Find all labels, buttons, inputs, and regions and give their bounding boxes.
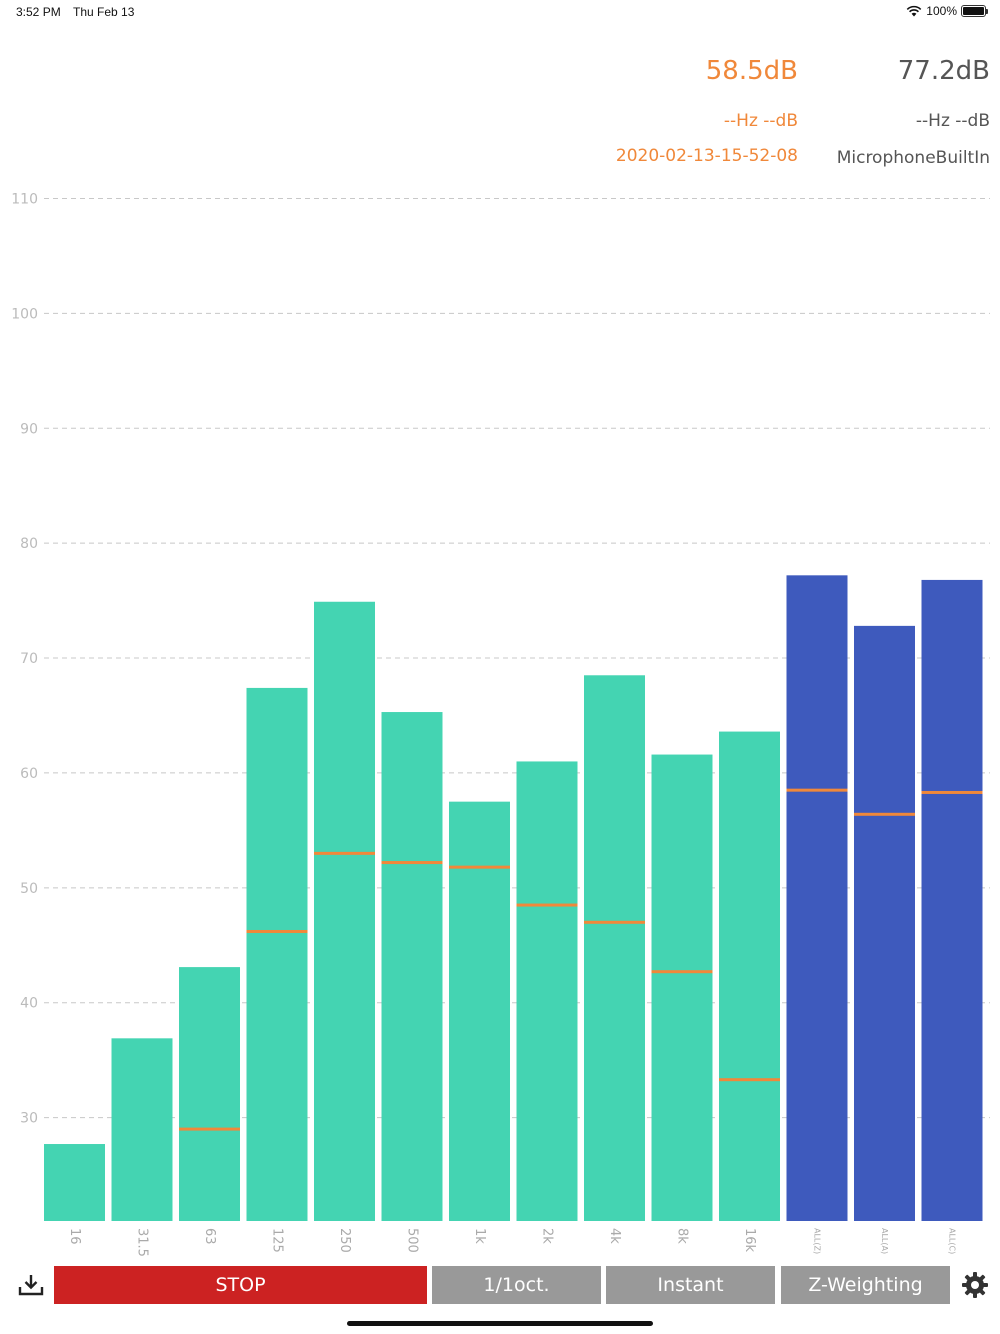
max-level-readout: 77.2dB (897, 56, 990, 86)
x-tick-label: 31.5 (135, 1228, 150, 1257)
status-time: 3:52 PM (16, 5, 61, 19)
level-marker (179, 1127, 240, 1131)
x-tick-label: 2k (540, 1228, 555, 1244)
level-marker (381, 861, 443, 865)
x-tick-label: 250 (337, 1228, 352, 1253)
current-peak-readout: --Hz --dB (723, 111, 798, 131)
x-tick-label: 16 (67, 1228, 82, 1245)
level-marker (719, 1078, 780, 1082)
y-tick-label: 50 (20, 881, 38, 897)
device-readout: MicrophoneBuiltIn (836, 148, 990, 168)
current-level-readout: 58.5dB (705, 56, 798, 86)
y-tick-label: 40 (20, 996, 38, 1012)
response-mode-button[interactable]: Instant (606, 1266, 775, 1304)
home-indicator (347, 1321, 653, 1326)
level-bar (314, 601, 375, 1221)
band-resolution-button[interactable]: 1/1oct. (432, 1266, 601, 1304)
level-bar (516, 761, 578, 1221)
level-marker (449, 865, 510, 869)
level-bar (854, 625, 915, 1221)
level-bar (449, 801, 510, 1221)
settings-button[interactable] (960, 1270, 990, 1300)
level-marker (921, 790, 983, 794)
x-tick-label: 8k (675, 1228, 690, 1244)
wifi-icon (907, 5, 922, 17)
level-bar (246, 687, 308, 1221)
battery-icon (961, 5, 988, 17)
level-bar (44, 1144, 105, 1221)
x-tick-label: 16k (742, 1228, 757, 1253)
level-bar (381, 712, 443, 1221)
y-tick-label: 90 (20, 421, 38, 437)
weighting-button[interactable]: Z-Weighting (781, 1266, 950, 1304)
y-tick-label: 80 (20, 536, 38, 552)
x-tick-label: 125 (270, 1228, 285, 1253)
y-tick-label: 30 (20, 1111, 38, 1127)
download-icon (18, 1275, 44, 1296)
y-tick-label: 100 (11, 306, 38, 322)
status-indicators: 100% (906, 4, 988, 18)
status-date: Thu Feb 13 (73, 5, 135, 19)
level-bar (584, 675, 645, 1221)
y-tick-label: 110 (11, 191, 38, 207)
level-marker (854, 812, 915, 816)
y-tick-label: 60 (20, 766, 38, 782)
level-bar (179, 967, 240, 1221)
level-marker (516, 903, 578, 907)
battery-percent: 100% (926, 4, 957, 18)
y-tick-label: 70 (20, 651, 38, 667)
level-bar (111, 1038, 173, 1221)
max-peak-readout: --Hz --dB (915, 111, 990, 131)
x-tick-label: 500 (405, 1228, 420, 1253)
x-tick-label: ALL(A) (880, 1228, 889, 1254)
export-button[interactable] (16, 1270, 46, 1300)
level-bar (921, 579, 983, 1221)
level-bar (786, 575, 848, 1221)
x-tick-label: ALL(C) (948, 1228, 957, 1254)
timestamp-readout: 2020-02-13-15-52-08 (615, 146, 798, 166)
level-marker (584, 920, 645, 924)
x-tick-label: 1k (472, 1228, 487, 1244)
level-marker (314, 851, 375, 855)
x-tick-label: 63 (202, 1228, 217, 1245)
level-marker (651, 970, 713, 974)
level-bar (719, 731, 780, 1221)
level-bar (651, 754, 713, 1221)
x-tick-label: ALL(Z) (813, 1228, 822, 1254)
status-bar: 3:52 PM Thu Feb 13 100% (0, 0, 1000, 24)
octave-band-chart: 30 40 50 60 70 80 90 100 110 16 31.5 63 125 250 500 1k 2… (11, 191, 990, 1257)
x-tick-label: 4k (607, 1228, 622, 1244)
stop-button[interactable]: STOP (54, 1266, 427, 1304)
level-marker (786, 788, 848, 792)
level-marker (246, 929, 308, 933)
gear-icon (962, 1272, 988, 1298)
